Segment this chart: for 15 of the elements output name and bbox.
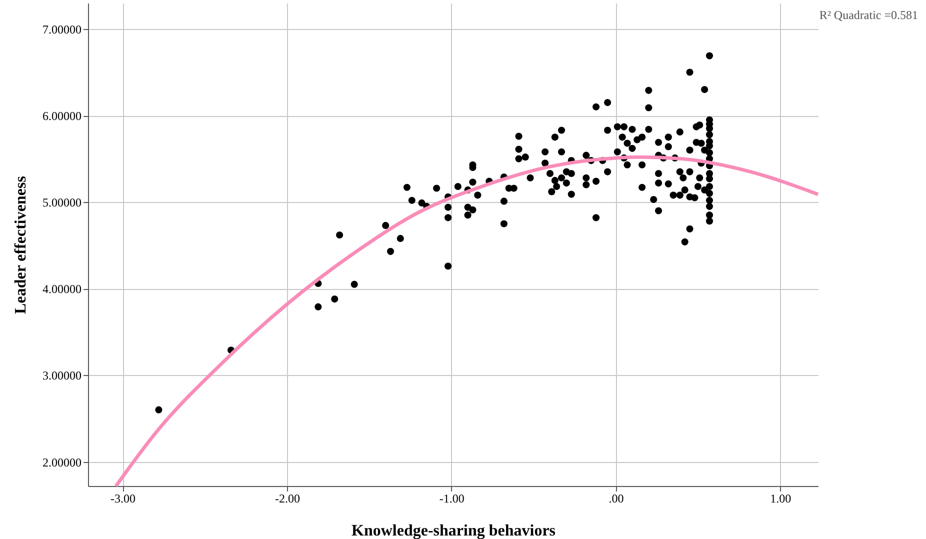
y-tick-label: 5.00000 bbox=[42, 196, 82, 210]
text: R² Quadratic =0.581 bbox=[819, 8, 918, 22]
y-tick-label: 6.00000 bbox=[42, 109, 82, 124]
y-axis-title: Leader effectiveness bbox=[12, 176, 30, 314]
y-tick-label: 4.00000 bbox=[42, 282, 82, 296]
y-tick-label: 2.00000 bbox=[42, 455, 82, 470]
x-tick-label: 1.00 bbox=[770, 492, 792, 506]
line-series bbox=[114, 155, 820, 488]
x-tick-label: -3.00 bbox=[110, 492, 136, 506]
x-tick-label: -2.00 bbox=[274, 492, 300, 506]
y-tick-label: 3.00000 bbox=[42, 368, 82, 383]
x-axis-title: Knowledge-sharing behaviors bbox=[351, 522, 556, 539]
x-tick-label: -1.00 bbox=[439, 492, 464, 506]
y-tick-label: 7.00000 bbox=[42, 22, 82, 36]
x-tick-label: .00 bbox=[608, 492, 624, 506]
